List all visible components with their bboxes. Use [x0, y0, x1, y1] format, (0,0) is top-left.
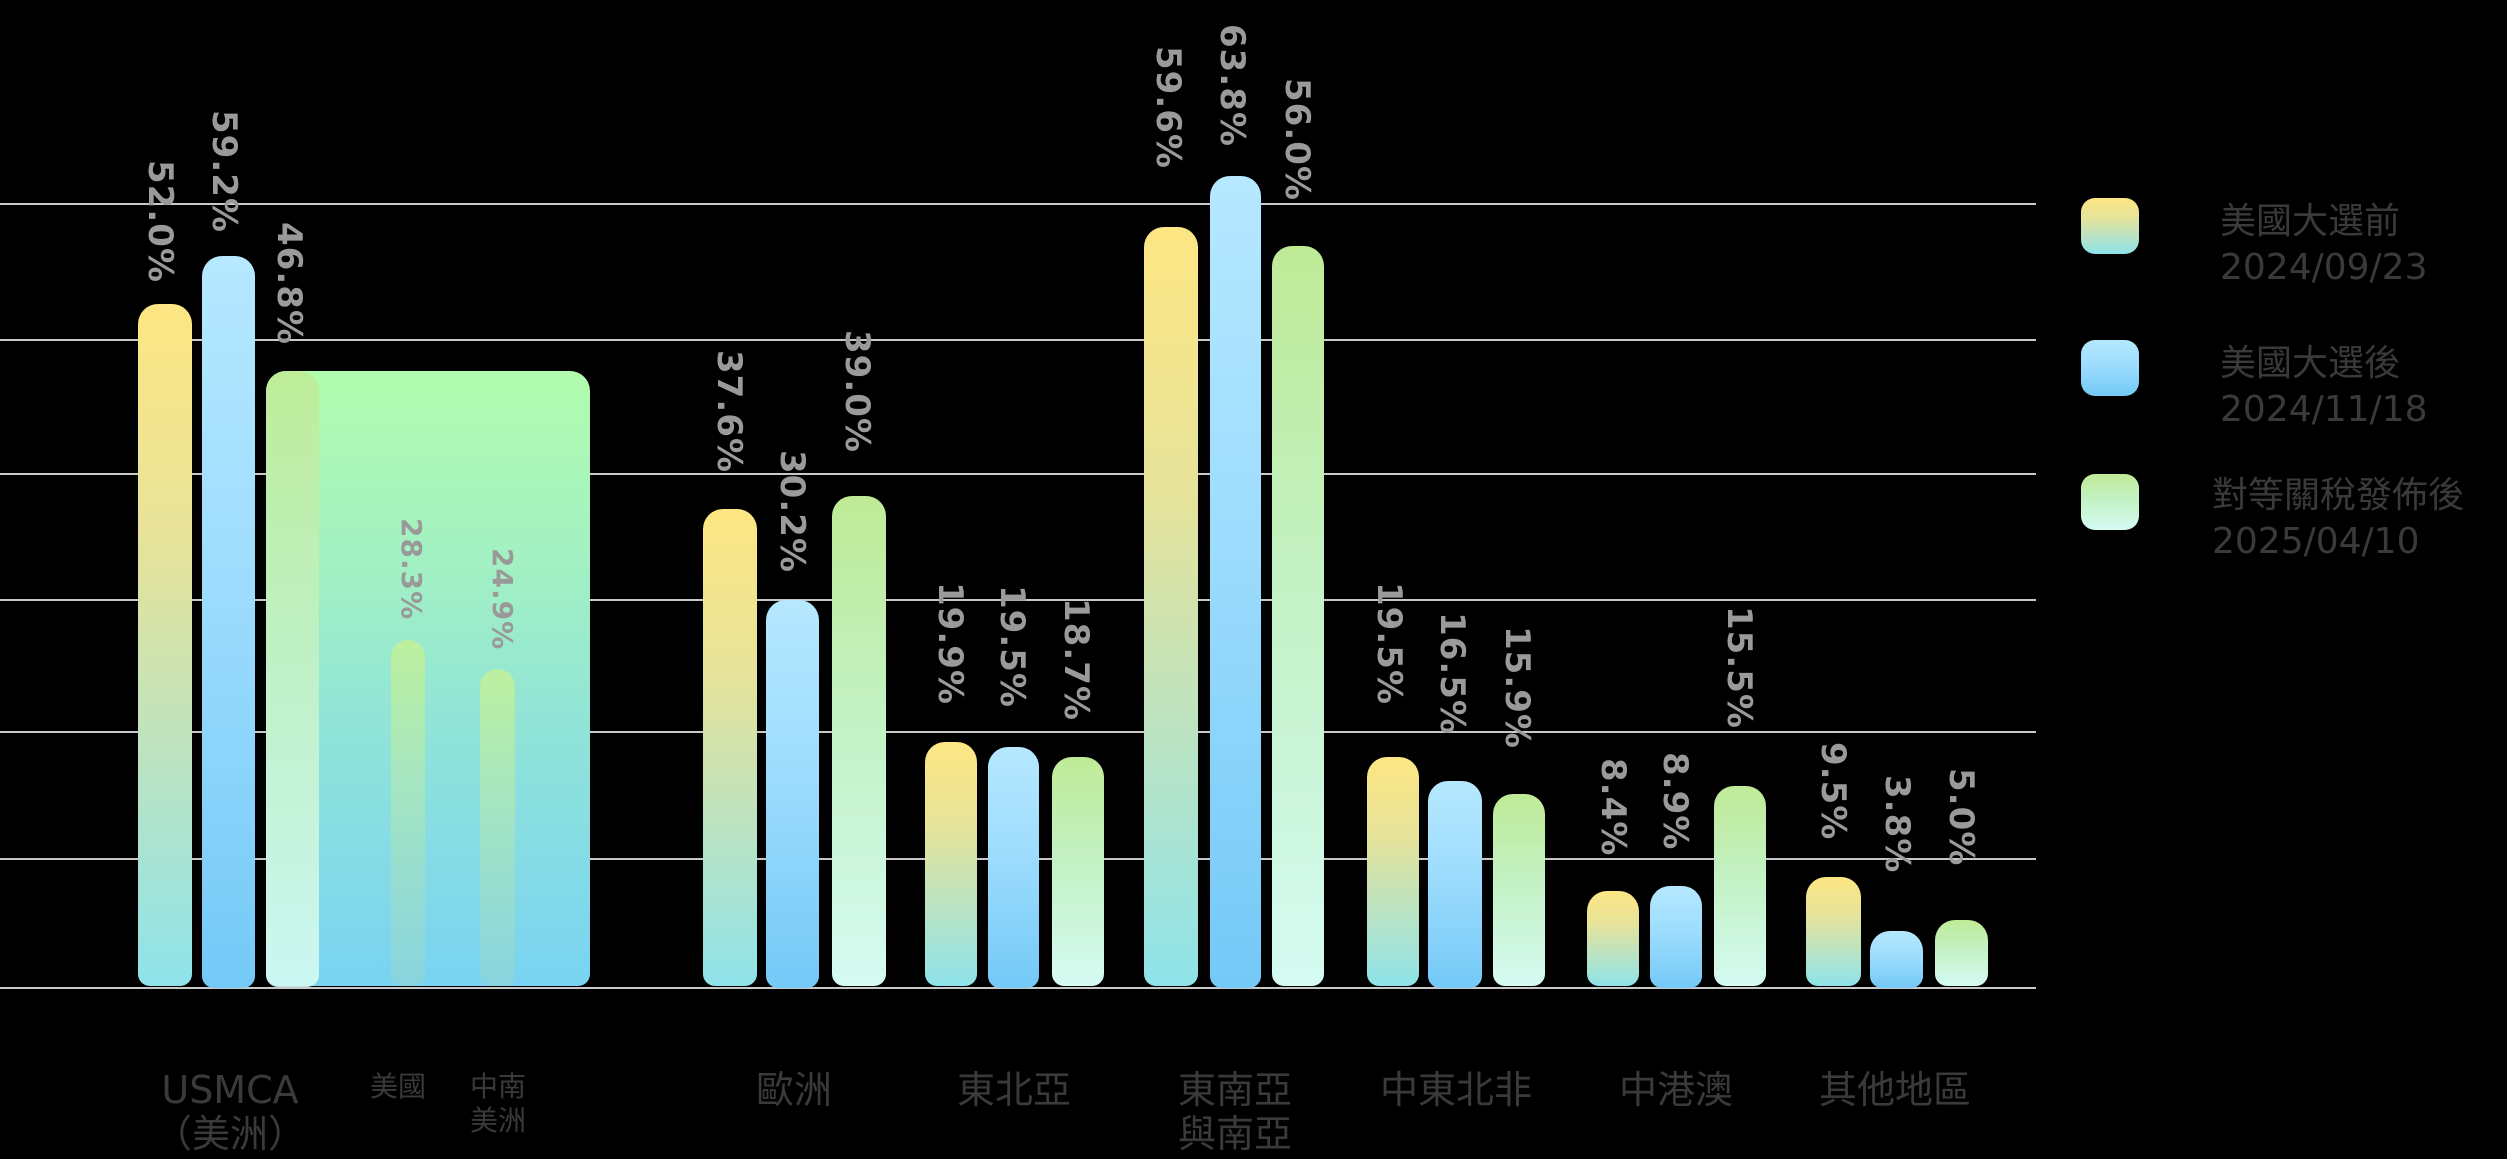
- bar-europe-after: [766, 600, 819, 988]
- bar-mena-after: [1428, 781, 1482, 988]
- value-label: 19.9%: [930, 582, 970, 705]
- value-label: 19.5%: [1369, 582, 1409, 705]
- bar-mena-tariff: [1493, 794, 1545, 986]
- category-label-us: 美國: [369, 1070, 426, 1103]
- category-label-hk: 中港澳: [1618, 1068, 1733, 1112]
- bar-se-asia-tariff: [1272, 246, 1324, 986]
- bar-ne-asia-before: [925, 742, 977, 986]
- value-label: 37.6%: [709, 350, 749, 473]
- bar-mena-before: [1367, 757, 1419, 986]
- bar-hk-after: [1650, 886, 1702, 988]
- legend-title: 美國大選前: [2220, 201, 2401, 242]
- bar-usmca-before: [138, 304, 192, 986]
- value-label: 63.8%: [1212, 24, 1252, 147]
- value-label: 8.9%: [1655, 752, 1695, 851]
- gridline-60: [0, 203, 2036, 205]
- value-label: 52.0%: [140, 160, 180, 283]
- bar-europe-before: [703, 509, 757, 986]
- value-label: 3.8%: [1877, 775, 1917, 874]
- value-label: 24.9%: [486, 548, 519, 651]
- value-label: 30.2%: [772, 450, 812, 573]
- legend-title: 對等關稅發佈後: [2212, 475, 2465, 516]
- category-label-ne-asia: 東北亞: [956, 1068, 1071, 1112]
- category-label-usmca: USMCA （美洲）: [153, 1068, 306, 1156]
- category-label-se-asia: 東南亞 與南亞: [1177, 1068, 1292, 1156]
- value-label: 46.8%: [269, 222, 309, 345]
- legend-swatch-after: [2081, 340, 2139, 396]
- bar-usmca-after: [202, 256, 255, 988]
- bar-se-asia-after: [1210, 176, 1261, 988]
- category-label-latam: 中南 美洲: [469, 1070, 526, 1137]
- legend-date: 2024/09/23: [2220, 247, 2428, 288]
- gridline-30: [0, 599, 2036, 601]
- value-label: 28.3%: [395, 518, 428, 621]
- gridline-20: [0, 731, 2036, 733]
- value-label: 15.5%: [1719, 606, 1759, 729]
- category-label-mena: 中東北非: [1379, 1068, 1532, 1112]
- usmca-breakdown-block: [266, 371, 590, 986]
- category-label-europe: 歐洲: [755, 1068, 832, 1112]
- bar-se-asia-before: [1144, 227, 1198, 986]
- value-label: 5.0%: [1941, 768, 1981, 867]
- legend-date: 2024/11/18: [2220, 389, 2428, 430]
- bar-other-before: [1806, 877, 1861, 986]
- value-label: 16.5%: [1432, 612, 1472, 735]
- bar-ne-asia-tariff: [1052, 757, 1104, 986]
- gridline-40: [0, 473, 2036, 475]
- legend-swatch-before: [2081, 198, 2139, 254]
- bar-hk-before: [1587, 891, 1639, 986]
- legend-swatch-tariff: [2081, 474, 2139, 530]
- bar-other-tariff: [1935, 920, 1988, 986]
- bar-latam: [480, 669, 515, 986]
- value-label: 59.6%: [1148, 46, 1188, 169]
- value-label: 59.2%: [204, 110, 244, 233]
- bar-hk-tariff: [1714, 786, 1766, 986]
- baseline: [0, 987, 2036, 989]
- bar-europe-tariff: [832, 496, 886, 986]
- bar-us: [391, 640, 425, 986]
- bar-ne-asia-after: [988, 747, 1039, 988]
- value-label: 9.5%: [1813, 742, 1853, 841]
- value-label: 8.4%: [1593, 758, 1633, 857]
- legend-title: 美國大選後: [2220, 343, 2401, 384]
- category-label-other: 其他地區: [1818, 1068, 1971, 1112]
- bar-usmca-tariff: [266, 371, 319, 987]
- gridline-50: [0, 339, 2036, 341]
- value-label: 18.7%: [1056, 598, 1096, 721]
- value-label: 56.0%: [1277, 78, 1317, 201]
- bar-other-after: [1870, 931, 1923, 988]
- value-label: 39.0%: [837, 330, 877, 453]
- value-label: 19.5%: [992, 585, 1032, 708]
- value-label: 15.9%: [1497, 626, 1537, 749]
- legend-date: 2025/04/10: [2212, 521, 2420, 562]
